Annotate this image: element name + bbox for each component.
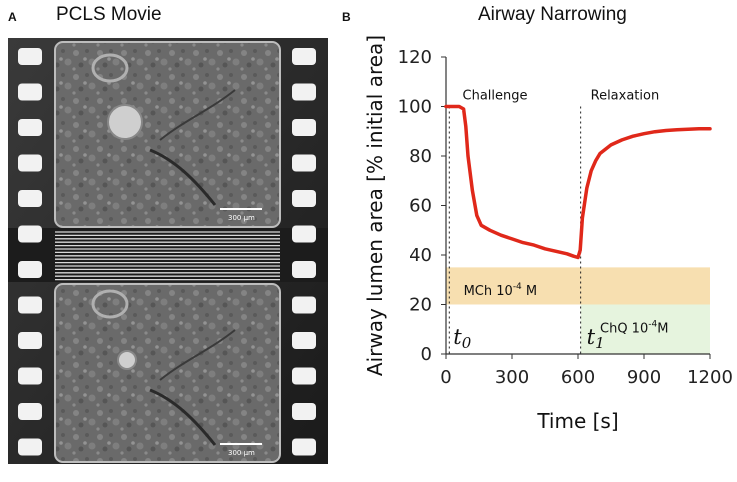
chq-band — [580, 304, 710, 354]
scale-bar-top — [220, 208, 262, 210]
y-tick-label: 0 — [421, 344, 432, 365]
x-tick-label: 300 — [495, 367, 529, 388]
panel-a-letter: A — [8, 10, 17, 24]
chq-label: ChQ 10-4M — [600, 319, 668, 336]
mch-band — [446, 267, 710, 305]
challenge-label: Challenge — [463, 89, 528, 104]
sprocket-hole — [18, 83, 42, 101]
mch-label: MCh 10-4 M — [464, 282, 538, 299]
t0-label: t0 — [453, 325, 471, 352]
sprocket-hole — [18, 154, 42, 172]
x-axis-label: Time [s] — [536, 409, 618, 433]
x-tick-label: 900 — [627, 367, 661, 388]
sprocket-hole — [292, 225, 316, 243]
sprocket-hole — [292, 48, 316, 65]
x-tick-label: 1200 — [687, 367, 733, 388]
airway-lumen-top — [107, 104, 143, 140]
airway-wall-bottom — [149, 388, 217, 446]
chart: 0 300 600 900 1200 0 20 40 60 80 100 120 Challenge… — [363, 35, 733, 433]
sprocket-hole — [292, 119, 316, 136]
x-ticks: 0 300 600 900 1200 — [440, 354, 733, 388]
lumen-area-line — [444, 104, 712, 260]
x-tick-label: 600 — [561, 367, 595, 388]
airway-lumen-bottom — [117, 350, 137, 370]
sprocket-holes-right — [292, 48, 316, 456]
film-scan-lines — [55, 231, 280, 281]
sprocket-hole — [292, 403, 316, 420]
panel-a-title: PCLS Movie — [56, 4, 162, 25]
sprocket-hole — [18, 119, 42, 136]
sprocket-hole — [292, 83, 316, 101]
relaxation-label: Relaxation — [591, 89, 660, 104]
scale-label-top: 300 µm — [228, 214, 255, 222]
sprocket-hole — [18, 332, 42, 349]
y-tick-label: 80 — [409, 146, 432, 167]
y-ticks: 0 20 40 60 80 100 120 — [398, 47, 446, 365]
y-tick-label: 20 — [409, 295, 432, 316]
film-gap — [8, 228, 328, 282]
sprocket-hole — [292, 367, 316, 385]
sprocket-hole — [18, 403, 42, 420]
sprocket-hole — [18, 190, 42, 207]
sprocket-hole — [18, 367, 42, 385]
y-tick-label: 120 — [398, 47, 432, 68]
sprocket-hole — [18, 225, 42, 243]
panel-b-title: Airway Narrowing — [478, 4, 627, 25]
vessel-top — [91, 53, 129, 83]
sprocket-hole — [292, 332, 316, 349]
sprocket-hole — [292, 438, 316, 456]
movie-frame-top: 300 µm — [54, 41, 281, 228]
scale-bar-bottom — [220, 443, 262, 445]
airway-wall-top — [149, 148, 217, 206]
y-axis-label: Airway lumen area [% initial area] — [363, 35, 387, 376]
x-tick-label: 0 — [440, 367, 451, 388]
y-tick-label: 60 — [409, 196, 432, 217]
sprocket-hole — [292, 154, 316, 172]
sprocket-hole — [18, 296, 42, 314]
sprocket-holes-left — [18, 48, 42, 456]
film-strip: 300 µm 300 µm — [8, 38, 328, 464]
vessel-bottom — [91, 289, 129, 319]
event-lines — [448, 106, 582, 354]
movie-frame-bottom: 300 µm — [54, 283, 281, 463]
sprocket-hole — [18, 261, 42, 278]
t1-label: t1 — [587, 325, 605, 352]
y-tick-label: 100 — [398, 97, 432, 118]
sprocket-hole — [292, 296, 316, 314]
panel-b-letter: B — [342, 10, 351, 24]
sprocket-hole — [292, 261, 316, 278]
sprocket-hole — [18, 48, 42, 65]
sprocket-hole — [18, 438, 42, 456]
y-tick-label: 40 — [409, 245, 432, 266]
frame-image-bottom — [54, 283, 281, 463]
scale-label-bottom: 300 µm — [228, 449, 255, 457]
sprocket-hole — [292, 190, 316, 207]
